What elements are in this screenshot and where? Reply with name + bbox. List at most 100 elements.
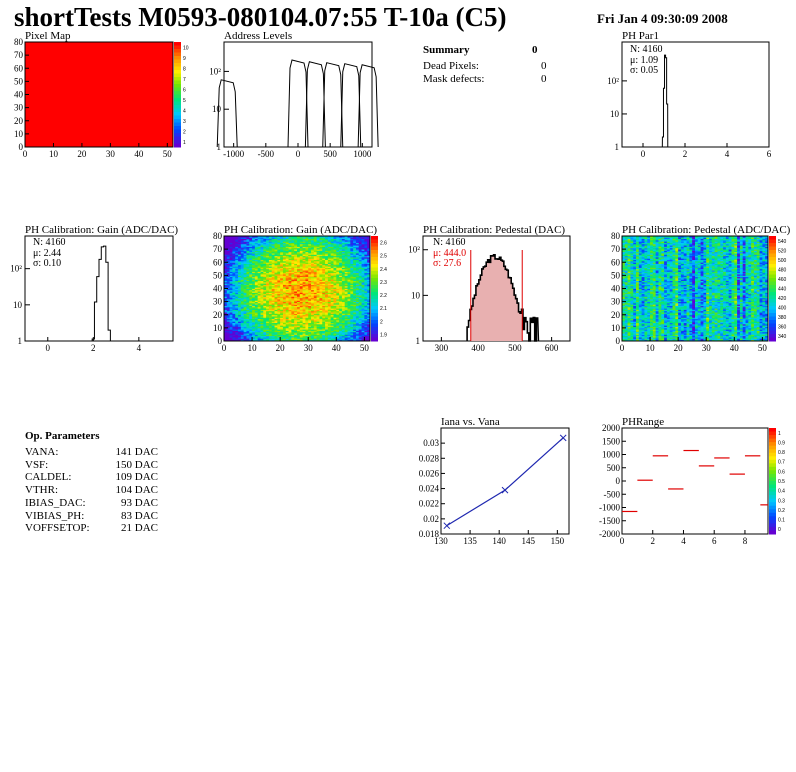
summary-dead-label: Dead Pixels: <box>423 60 479 72</box>
y-tick-label: 2000 <box>602 423 621 433</box>
ph-gain-palette-cell <box>371 271 378 275</box>
ph-range-palette-label: 0.4 <box>778 489 785 495</box>
ph-range-palette-cell <box>769 516 776 521</box>
y-tick-label: 10 <box>610 109 620 119</box>
y-tick-label: 10 <box>611 323 621 333</box>
ph-range-frame <box>621 427 769 535</box>
ph-pedestal-palette-cell <box>769 327 776 331</box>
pixel-map-palette-label: 1 <box>183 140 186 146</box>
ph-range-palette-cell <box>769 488 776 493</box>
x-tick-label: 140 <box>492 536 506 546</box>
x-tick-label: 2 <box>91 343 96 353</box>
stat-sigma: σ: 0.10 <box>33 258 62 269</box>
y-tick-label: 10 <box>13 300 23 310</box>
x-tick-label: 135 <box>463 536 477 546</box>
ph-gain-map-title: PH Calibration: Gain (ADC/DAC) <box>224 224 378 236</box>
ph-range-palette-cell <box>769 491 776 496</box>
ph-range-palette-cell <box>769 466 776 471</box>
x-tick-label: 1000 <box>353 149 372 159</box>
x-tick-label: 500 <box>323 149 337 159</box>
address-levels-title: Address Levels <box>224 30 293 42</box>
summary-title: Summary <box>423 44 470 56</box>
address-peak <box>357 64 379 148</box>
op-param-value: 21 DAC <box>121 522 158 535</box>
ph-gain-palette-label: 2.3 <box>380 280 387 286</box>
x-tick-label: 300 <box>435 343 449 353</box>
ph-pedestal-histogram <box>466 254 540 342</box>
ph-gain-stats: N: 4160 μ: 2.44 σ: 0.10 <box>33 237 66 270</box>
x-tick-label: 10 <box>248 343 258 353</box>
y-tick-label: 20 <box>213 310 223 320</box>
ph-gain-palette-cell <box>371 313 378 317</box>
y-tick-label: 1 <box>416 336 421 346</box>
ph-pedestal-selected-area <box>470 254 523 341</box>
op-param-value: 141 DAC <box>115 446 158 458</box>
iana-vana-point <box>559 434 567 442</box>
pixel-map-palette-cell <box>174 115 181 120</box>
pixel-map-palette-cell <box>174 77 181 81</box>
pixel-map-palette-cell <box>174 91 181 95</box>
ph-range-palette-cell <box>769 445 776 450</box>
y-tick-label: 0.022 <box>419 499 439 509</box>
op-param-label: VTHR: <box>25 484 58 497</box>
x-tick-label: 400 <box>471 343 485 353</box>
ph-gain-palette-cell <box>371 253 378 258</box>
pixel-map-palette-label: 5 <box>183 98 186 104</box>
y-tick-label: 20 <box>611 310 621 320</box>
y-tick-label: 50 <box>213 270 223 280</box>
pixel-map-palette-cell <box>174 101 181 106</box>
y-tick-label: 1500 <box>602 436 621 446</box>
ph-pedestal-palette-cell <box>769 239 776 244</box>
x-tick-label: 20 <box>77 149 87 159</box>
pixel-map-palette-label: 10 <box>183 45 189 51</box>
y-tick-label: 70 <box>213 244 223 254</box>
ph-gain-palette-cell <box>371 292 378 296</box>
ph-range-palette-cell <box>769 498 776 503</box>
ph-pedestal-palette-cell <box>769 246 776 251</box>
x-tick-label: 40 <box>730 343 740 353</box>
y-tick-label: 40 <box>213 284 223 294</box>
x-tick-label: 0 <box>222 343 227 353</box>
ph-range-palette-cell <box>769 530 776 535</box>
address-peak <box>216 79 238 148</box>
y-tick-label: 50 <box>14 76 24 86</box>
pixel-map-palette-cell <box>174 105 181 109</box>
pixel-map-palette-cell <box>174 112 181 116</box>
ph-gain-palette-label: 2.6 <box>380 241 387 247</box>
ph-range-palette-cell <box>769 470 776 475</box>
ph-gain-palette-cell <box>371 236 378 240</box>
ph-gain-palette-cell <box>371 257 378 261</box>
ph-pedestal-palette-cell <box>769 285 776 289</box>
pixel-map-fill <box>25 42 173 147</box>
pixel-map-palette-label: 7 <box>183 77 186 83</box>
x-tick-label: 20 <box>674 343 684 353</box>
ph-gain-palette-cell <box>371 337 378 342</box>
address-peak <box>287 59 309 148</box>
x-tick-label: 6 <box>712 536 717 546</box>
y-tick-label: 60 <box>14 63 24 73</box>
y-tick-label: 10² <box>607 76 619 86</box>
x-tick-label: 10 <box>646 343 656 353</box>
ph-gain-palette-label: 2.1 <box>380 306 387 312</box>
ph-gain-palette-label: 2.5 <box>380 254 387 260</box>
x-tick-label: 40 <box>134 149 144 159</box>
ph-gain-palette-cell <box>371 320 378 324</box>
y-tick-label: 0.028 <box>419 453 440 463</box>
ph-gain-palette-label: 1.9 <box>380 332 387 338</box>
ph-pedestal-palette-cell <box>769 306 776 310</box>
pixel-map-palette-cell <box>174 108 181 113</box>
ph-pedestal-palette-cell <box>769 316 776 321</box>
op-param-label: CALDEL: <box>25 471 72 484</box>
y-tick-label: 30 <box>14 103 24 113</box>
pixel-map-palette-label: 3 <box>183 119 186 125</box>
ph-pedestal-palette-cell <box>769 288 776 293</box>
x-tick-label: 50 <box>163 149 173 159</box>
y-tick-label: 0.024 <box>419 484 440 494</box>
x-tick-label: 30 <box>702 343 712 353</box>
y-tick-label: 50 <box>611 270 621 280</box>
iana-vana-frame <box>440 427 570 535</box>
pixel-map-palette-cell <box>174 143 181 148</box>
pixel-map-palette-label: 6 <box>183 87 186 93</box>
ph-gain-palette-cell <box>371 260 378 265</box>
y-tick-label: 80 <box>611 231 621 241</box>
